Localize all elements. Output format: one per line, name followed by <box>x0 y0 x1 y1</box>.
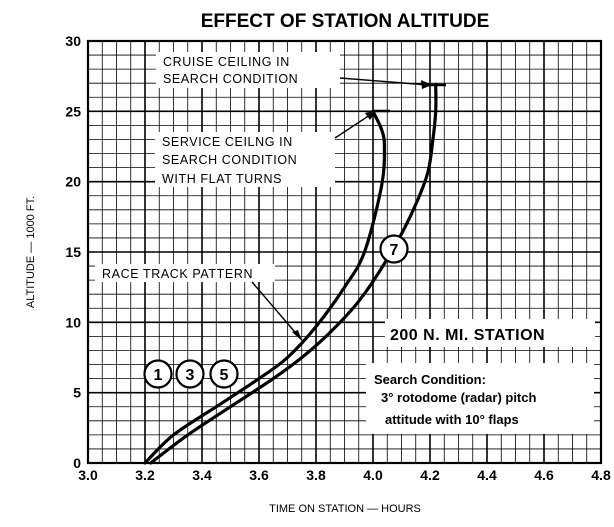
curve-label-circle-5 <box>209 359 239 389</box>
curve-label-1: 1 <box>154 367 163 384</box>
series-line-1-3-5 <box>143 109 387 465</box>
y-tick-label: 25 <box>65 103 81 119</box>
service-arrowhead <box>365 110 377 120</box>
y-tick-label: 10 <box>65 314 81 330</box>
search-condition-line-3: attitude with 10° flaps <box>385 412 519 427</box>
service-annotation-line-2: SEARCH CONDITION <box>162 153 297 167</box>
x-tick-label: 3.6 <box>249 467 269 483</box>
curve-label-circle-3 <box>175 359 205 389</box>
series-line-7 <box>149 83 438 465</box>
curve-label-7: 7 <box>390 242 399 259</box>
x-tick-label: 3.0 <box>78 467 98 483</box>
chart-title: EFFECT OF STATION ALTITUDE <box>201 11 490 32</box>
race-annotation: RACE TRACK PATTERN <box>102 267 253 281</box>
curve-label-circle-1 <box>143 359 173 389</box>
x-tick-label: 4.4 <box>477 467 497 483</box>
x-tick-label: 4.0 <box>363 467 383 483</box>
cruise-annotation-box <box>156 52 340 88</box>
x-ticks: 3.0 3.2 3.4 3.6 3.8 4.0 4.2 4.4 4.6 4.8 <box>78 467 611 483</box>
x-tick-label: 3.8 <box>306 467 326 483</box>
service-annotation-line-1: SERVICE CEILNG IN <box>162 135 293 149</box>
station-annotation-box <box>385 319 595 347</box>
cruise-leader-line <box>339 77 429 86</box>
y-ticks: 0 5 10 15 20 25 30 <box>65 33 81 471</box>
plot-frame <box>86 39 603 465</box>
cruise-annotation-line-1: CRUISE CEILING IN <box>163 55 290 69</box>
y-tick-label: 15 <box>65 244 81 260</box>
race-arrowhead <box>292 330 302 341</box>
service-leader-line <box>334 112 374 139</box>
search-condition-box <box>366 363 594 434</box>
x-tick-label: 4.2 <box>420 467 440 483</box>
x-axis-label: TIME ON STATION — HOURS <box>269 503 421 515</box>
cruise-annotation-line-2: SEARCH CONDITION <box>163 72 298 86</box>
service-annotation-line-3: WITH FLAT TURNS <box>162 172 282 186</box>
cruise-arrowhead <box>421 80 432 89</box>
x-tick-label: 3.4 <box>192 467 212 483</box>
curve-label-5: 5 <box>220 367 229 384</box>
x-tick-label: 4.8 <box>591 467 611 483</box>
curve-label-circle-7 <box>379 234 409 264</box>
search-condition-line-1: Search Condition: <box>374 372 486 387</box>
curve-label-3: 3 <box>186 367 195 384</box>
y-axis-label: ALTITUDE — 1000 FT. <box>25 196 37 308</box>
x-tick-label: 4.6 <box>534 467 554 483</box>
service-annotation-box <box>155 132 335 187</box>
station-annotation: 200 N. MI. STATION <box>390 327 545 344</box>
y-tick-label: 0 <box>73 455 81 471</box>
x-tick-label: 3.2 <box>135 467 155 483</box>
y-tick-label: 20 <box>65 174 81 190</box>
race-leader-line <box>251 281 301 339</box>
race-annotation-box <box>95 264 275 282</box>
y-tick-label: 5 <box>73 385 81 401</box>
search-condition-line-2: 3° rotodome (radar) pitch <box>381 390 536 405</box>
y-tick-label: 30 <box>65 33 81 49</box>
